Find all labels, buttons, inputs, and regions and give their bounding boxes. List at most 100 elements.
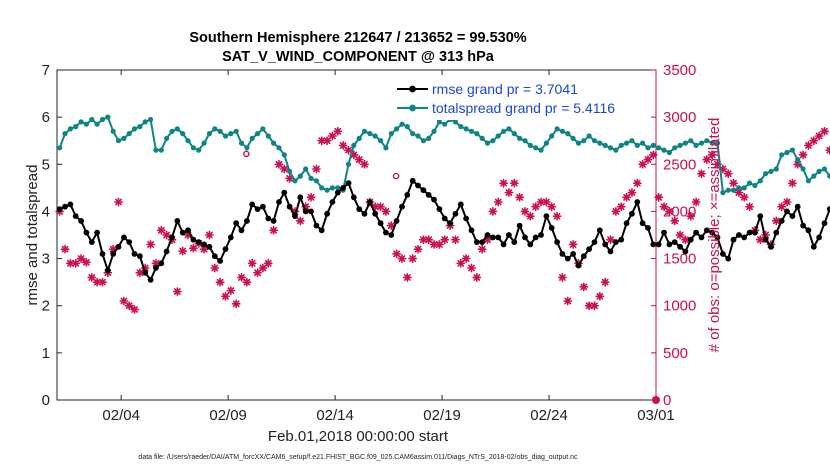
obs-point [231, 299, 241, 309]
data-point [378, 138, 384, 144]
data-point [575, 140, 582, 146]
obs-point [71, 258, 81, 268]
data-point [559, 251, 566, 257]
obs-point [124, 301, 134, 311]
data-point [688, 138, 694, 144]
data-point [335, 185, 341, 191]
obs-point [253, 268, 262, 278]
data-point [99, 251, 106, 257]
data-point [104, 267, 111, 274]
data-point [361, 128, 368, 134]
data-point [527, 241, 534, 248]
obs-point [461, 254, 471, 263]
data-point [789, 213, 796, 220]
obs-point [311, 164, 321, 174]
data-point [153, 265, 159, 271]
data-point [479, 135, 485, 141]
x-tick-label: 02/24 [530, 407, 568, 424]
data-point [83, 121, 89, 127]
data-point [607, 248, 614, 255]
obs-point [386, 221, 396, 230]
data-point [399, 121, 405, 127]
obs-point [274, 159, 284, 169]
data-point [554, 126, 560, 132]
obs-point [771, 216, 781, 226]
data-point [367, 131, 373, 137]
data-point [821, 166, 828, 172]
data-point [543, 140, 550, 146]
data-point [190, 236, 197, 243]
data-point [565, 131, 571, 137]
data-point [800, 166, 806, 172]
data-point [784, 208, 790, 215]
obs-point [531, 202, 541, 212]
obs-point [360, 159, 369, 169]
data-point [265, 133, 271, 139]
series-totalspread [57, 114, 830, 196]
data-point [650, 241, 657, 248]
obs-point [670, 216, 680, 226]
data-point [442, 121, 448, 127]
data-point [581, 138, 587, 144]
obs-point [477, 244, 487, 254]
data-point [543, 213, 550, 220]
data-point [67, 126, 73, 132]
x-tick-label: 02/04 [102, 407, 140, 424]
data-point [110, 128, 116, 134]
data-point [185, 138, 191, 144]
data-point [83, 229, 90, 236]
data-point [468, 227, 475, 234]
obs-point [707, 150, 717, 160]
data-point [217, 128, 223, 134]
data-point [484, 140, 491, 146]
data-point [490, 234, 496, 241]
data-point [629, 210, 635, 217]
data-point [415, 182, 421, 189]
data-point [372, 133, 378, 139]
obs-point [627, 188, 637, 197]
data-point [211, 253, 218, 260]
data-point [244, 218, 250, 224]
legend: rmse grand pr = 3.7041 totalspread grand… [392, 78, 648, 120]
obs-point [643, 155, 653, 164]
data-point [276, 199, 282, 205]
obs-point [654, 192, 664, 202]
data-point [613, 147, 619, 153]
obs-point [226, 286, 236, 296]
data-point [821, 220, 828, 227]
obs-point [777, 202, 787, 212]
data-point [415, 133, 421, 139]
data-point [94, 229, 100, 236]
data-point [564, 255, 571, 262]
data-point [762, 236, 769, 243]
data-point [768, 168, 774, 174]
data-point [356, 135, 362, 141]
data-point [410, 131, 416, 137]
data-point [570, 135, 576, 141]
series-obs-possible [243, 150, 660, 404]
obs-point [237, 273, 246, 282]
data-point [736, 232, 742, 238]
data-point [153, 147, 159, 153]
obs-point [675, 230, 685, 240]
data-point [409, 177, 416, 184]
x-tick-label: 02/09 [209, 407, 247, 424]
data-point [174, 218, 181, 224]
data-point [827, 173, 830, 179]
obs-point [242, 277, 252, 287]
data-point [147, 276, 154, 283]
obs-point [622, 192, 631, 202]
obs-point [205, 230, 214, 240]
data-point [457, 201, 464, 208]
y-right-tick-label: 500 [663, 345, 688, 362]
data-point [624, 140, 630, 146]
data-point [206, 131, 212, 137]
data-point [538, 232, 544, 238]
data-point [463, 126, 469, 132]
obs-point [745, 202, 754, 212]
obs-possible-point [243, 150, 250, 158]
data-point [650, 142, 656, 148]
obs-point [504, 188, 514, 197]
data-point [645, 225, 651, 231]
obs-point [92, 277, 102, 287]
